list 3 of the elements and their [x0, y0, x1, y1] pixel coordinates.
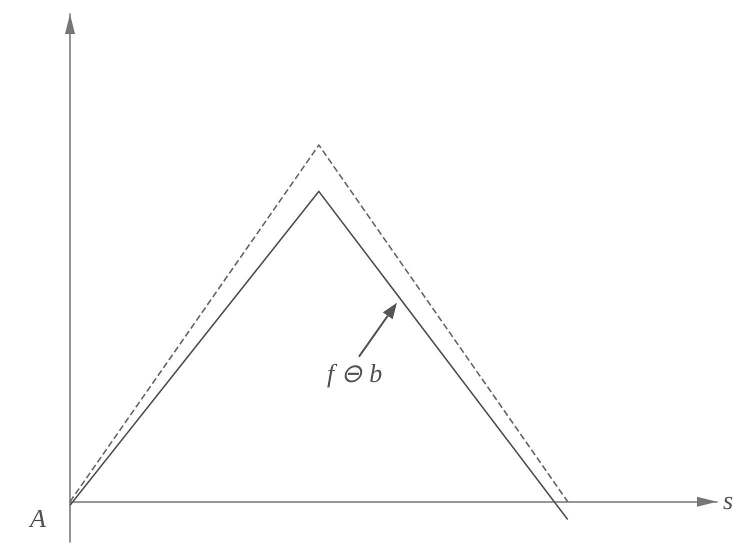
- text: s: [723, 486, 734, 516]
- annotation: f ⊖ b: [326, 359, 382, 388]
- text: A: [28, 504, 46, 534]
